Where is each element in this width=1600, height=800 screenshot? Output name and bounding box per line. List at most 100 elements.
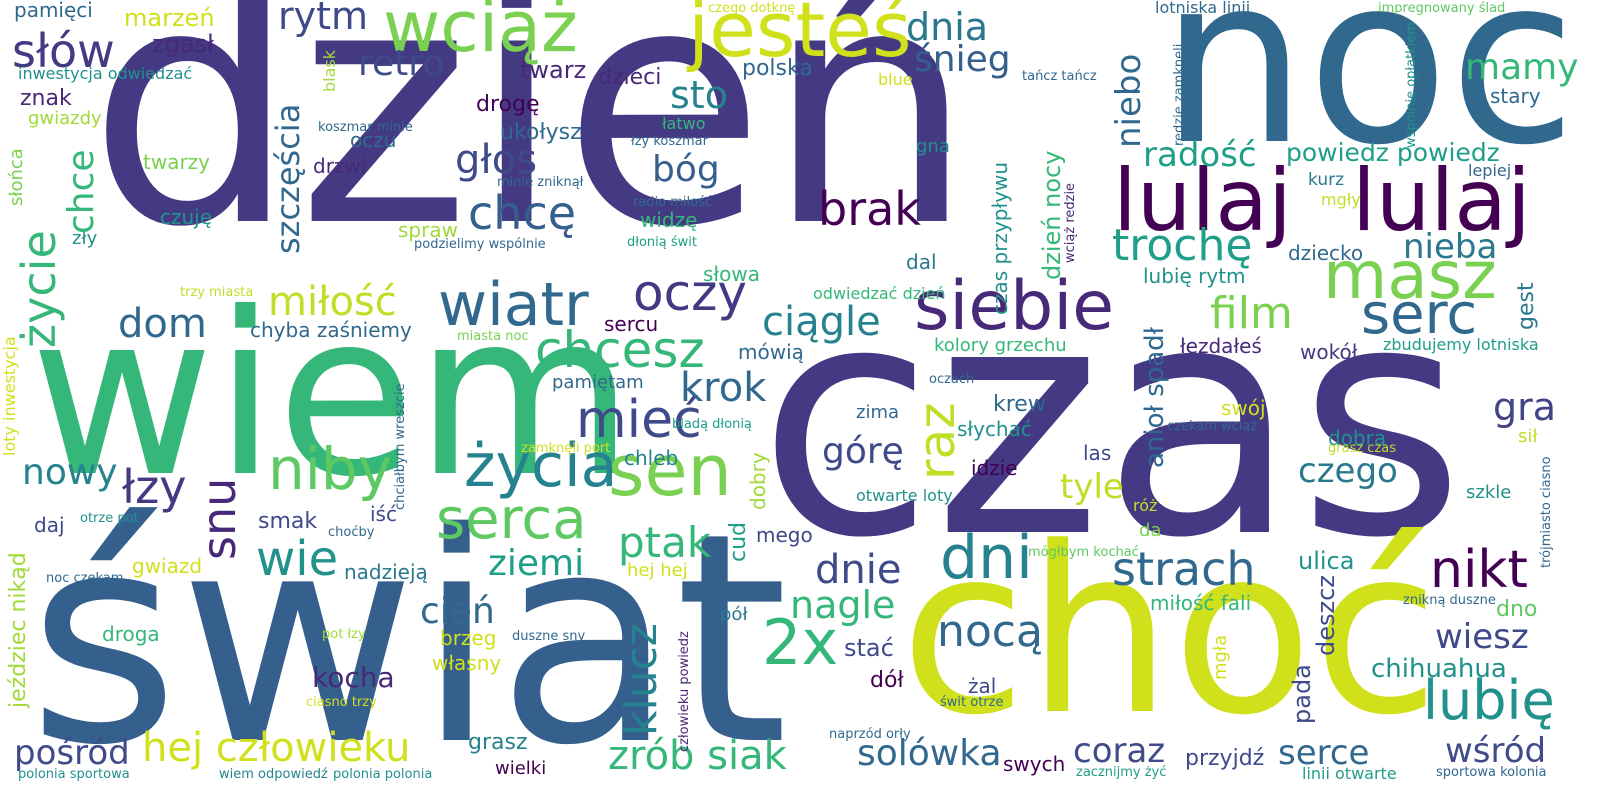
word-solowka: solówka	[857, 733, 1002, 774]
word-las: las	[1083, 441, 1112, 465]
word-twarz: twarz	[520, 56, 587, 84]
word-blada-dlonia: bladą dłonią	[672, 417, 752, 432]
word-gwiazd: gwiazd	[132, 554, 203, 578]
word-dzieci: dzieci	[598, 65, 662, 90]
word-nagle: nagle	[790, 583, 896, 627]
word-wiatr: wiatr	[438, 270, 589, 340]
word-deszcz: deszcz	[1312, 575, 1340, 656]
word-lotniska-linii: lotniska linii	[1155, 0, 1251, 17]
word-lepiej: lepiej	[1468, 161, 1512, 180]
word-lzy-koszmar: łzy koszmar	[631, 134, 708, 149]
word-stac: stać	[844, 634, 894, 662]
word-polska: polska	[742, 56, 813, 81]
word-chce: chce	[61, 149, 102, 234]
word-zly: zły	[72, 228, 98, 249]
word-coraz: coraz	[1073, 731, 1166, 771]
word-wielki: wielki	[495, 758, 547, 779]
word-odwiedzac-dzien: odwiedzać dzień	[813, 284, 946, 303]
word-latwo: łatwo	[662, 114, 706, 133]
word-stary: stary	[1490, 84, 1541, 108]
word-dno: dno	[1496, 597, 1538, 622]
word-wie: wie	[256, 531, 339, 587]
word-lubie-rytm: lubię rytm	[1143, 264, 1246, 288]
word-polonia-polonia: polonia polonia	[333, 767, 433, 782]
word-wiesz: wiesz	[1435, 617, 1529, 657]
word-wokol: wokół	[1300, 340, 1358, 364]
word-kocha: kocha	[312, 661, 395, 694]
word-serc: serc	[1361, 282, 1478, 347]
word-oczach: oczach	[929, 372, 975, 387]
word-zgasl: zgasł	[152, 30, 214, 58]
word-hej-czlowieku: hej człowieku	[142, 725, 411, 771]
word-drzwi: drzwi	[313, 154, 367, 178]
word-trojmiasto-ciasno: trójmiasto ciasno	[1539, 456, 1554, 568]
word-masz: masz	[1323, 237, 1497, 314]
word-inwestycja-odwiedzac: inwestycja odwiedzać	[18, 64, 193, 83]
word-mgly: mgły	[1321, 190, 1361, 209]
word-dni: dni	[940, 523, 1033, 593]
word-smak: smak	[258, 509, 318, 534]
word-tyle: tyle	[1060, 467, 1124, 507]
word-choc: choć	[900, 499, 1440, 766]
word-naprzod-orly: naprzód orły	[829, 727, 911, 742]
word-chcesz: chcesz	[535, 321, 705, 379]
word-aniol-spadl: anioł spadł	[1140, 326, 1170, 468]
word-gra: gra	[1493, 385, 1557, 429]
word-sportowa-kolonia: sportowa kolonia	[1436, 765, 1547, 780]
word-swiat: świat	[28, 472, 789, 800]
word-droge: drogę	[476, 92, 540, 117]
word-twarzy: twarzy	[143, 150, 211, 174]
word-zamkneli-port: zamknęli port	[521, 441, 611, 456]
word-sto: sto	[670, 73, 728, 117]
word-wciaz: wciąż	[383, 0, 578, 68]
word-krew: krew	[993, 392, 1046, 417]
word-lezdales: łezdałeś	[1180, 334, 1262, 358]
word-czego: czego	[1298, 451, 1398, 491]
word-redzie-zamkneli: redzie zamknęli	[1172, 43, 1187, 146]
word-widze: widzę	[640, 208, 698, 232]
word-zbudujemy-lotniska: zbudujemy lotniska	[1383, 335, 1539, 354]
word-noca: nocą	[937, 606, 1043, 657]
word-ziemi: ziemi	[488, 543, 585, 584]
word-swych: swych	[1003, 752, 1066, 776]
word-pada: pada	[1288, 664, 1316, 724]
word-czas: czas	[758, 236, 1465, 608]
word-grasz: grasz	[468, 730, 528, 755]
word-nieba: nieba	[1403, 227, 1498, 267]
word-sercu: sercu	[604, 312, 659, 336]
word-swoj: swój	[1221, 396, 1266, 420]
word-czlowieku-powiedz: człowieku powiedz	[677, 631, 692, 752]
word-lzy: łzy	[122, 460, 187, 514]
word-blask: blask	[320, 49, 339, 92]
word-grasz-czas: grasz czas	[1328, 441, 1397, 456]
word-glos: głos	[455, 137, 538, 183]
word-chocby: choćby	[328, 525, 375, 540]
word-klucz: klucz	[616, 623, 667, 736]
word-radio-milosc: radio miłość	[633, 195, 713, 210]
word-zycia: życia	[464, 431, 618, 501]
word-noc: noc	[1160, 0, 1577, 196]
word-lulaj-1: lulaj	[1113, 151, 1292, 251]
word-marzen: marzeń	[124, 4, 215, 32]
word-pamietam: pamiętam	[552, 372, 644, 393]
word-oczy: oczy	[633, 264, 747, 322]
word-spraw: spraw	[398, 218, 458, 242]
word-rytm: rytm	[278, 0, 369, 38]
word-czekam-wciaz: czekam wciąż	[1167, 419, 1258, 434]
word-film: film	[1210, 288, 1293, 339]
word-moglbym-kochac: mógłbym kochać	[1028, 545, 1139, 560]
word-ukolysz: ukołysz	[500, 120, 582, 145]
word-zima: zima	[856, 402, 900, 423]
word-chihuahua: chihuahua	[1371, 654, 1507, 684]
word-mgla: mgła	[1210, 634, 1231, 680]
word-mowia: mówią	[738, 340, 804, 364]
word-czuje: czuję	[160, 205, 213, 229]
word-przyjdz: przyjdź	[1185, 746, 1265, 771]
word-milosc: miłość	[268, 279, 397, 325]
word-snu: snu	[192, 477, 246, 560]
word-snieg: śnieg	[914, 39, 1011, 80]
word-czego-dotkne: czego dotknę	[708, 1, 796, 16]
word-ciasno-trzy: ciasno trzy	[306, 695, 377, 710]
word-retro: retro	[358, 43, 445, 84]
